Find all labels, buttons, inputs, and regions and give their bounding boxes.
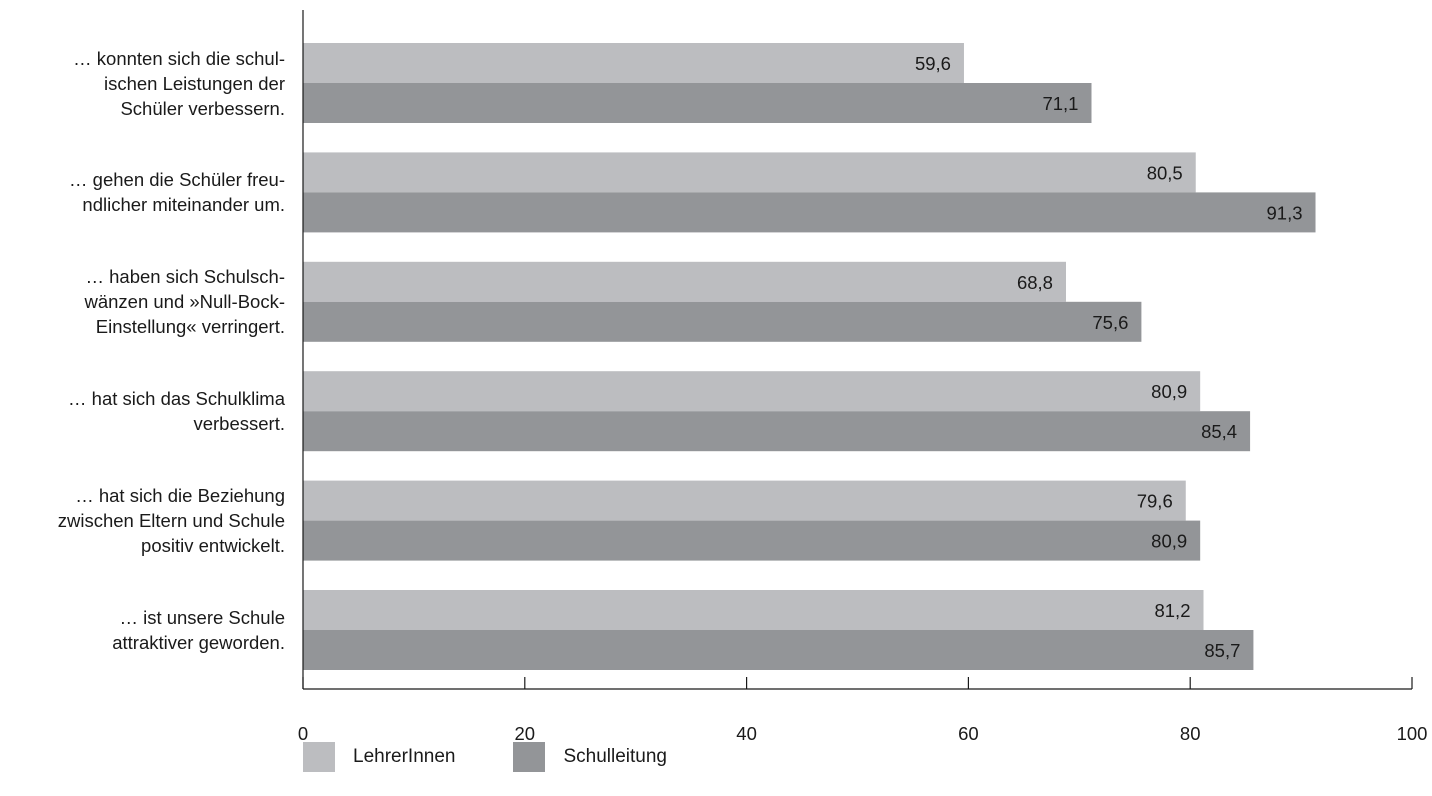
category-label-line: attraktiver geworden. <box>112 632 285 653</box>
value-label-lehrerinnen-1: 80,5 <box>1147 162 1183 183</box>
tick-labels-group: 0 20 40 60 80 100 <box>298 723 1428 744</box>
value-label-schulleitung-0: 71,1 <box>1042 93 1078 114</box>
bar-lehrerinnen-3 <box>303 371 1201 412</box>
category-label-1: … gehen die Schüler freu-ndlicher mitein… <box>0 167 285 217</box>
legend-item-schulleitung: Schulleitung <box>513 742 667 772</box>
bar-lehrerinnen-0 <box>303 43 964 83</box>
bar-schulleitung-0 <box>303 83 1092 123</box>
category-label-0: … konnten sich die schul-ischen Leistung… <box>0 46 285 121</box>
category-label-line: Schüler verbessern. <box>120 97 285 119</box>
bar-schulleitung-3 <box>303 411 1251 452</box>
bar-lehrerinnen-2 <box>303 261 1066 302</box>
category-label-line: ischen Leistungen der <box>103 72 285 94</box>
category-label-2: … haben sich Schulsch-wänzen und »Null-B… <box>0 264 285 339</box>
value-label-schulleitung-2: 75,6 <box>1092 312 1128 333</box>
x-tick-label-40: 40 <box>736 723 757 744</box>
legend-label-lehrerinnen: LehrerInnen <box>353 746 456 767</box>
category-label-line: … gehen die Schüler freu- <box>69 169 285 191</box>
legend-swatch-schulleitung <box>513 742 546 772</box>
legend-item-lehrerinnen: LehrerInnen <box>303 742 455 772</box>
legend-swatch-lehrerinnen <box>303 742 335 772</box>
category-label-line: … konnten sich die schul- <box>73 47 285 69</box>
category-label-line: ndlicher miteinander um. <box>82 194 285 216</box>
bar-lehrerinnen-1 <box>303 152 1196 193</box>
category-label-line: … hat sich das Schulklima <box>68 388 285 410</box>
category-label-3: … hat sich das Schulklima verbessert. <box>0 386 285 436</box>
legend: LehrerInnen Schulleitung <box>303 742 725 772</box>
value-label-lehrerinnen-3: 80,9 <box>1151 381 1187 402</box>
value-label-schulleitung-5: 85,7 <box>1204 640 1240 661</box>
category-label-line: … hat sich die Beziehung <box>75 485 285 507</box>
axes-group <box>302 10 1413 690</box>
value-label-lehrerinnen-4: 79,6 <box>1137 491 1173 512</box>
category-label-5: … ist unsere Schule attraktiver geworden. <box>0 605 285 655</box>
value-label-schulleitung-4: 80,9 <box>1151 531 1187 552</box>
value-label-lehrerinnen-2: 68,8 <box>1017 272 1053 293</box>
bar-lehrerinnen-5 <box>303 590 1204 630</box>
bars-group <box>303 43 1316 670</box>
x-tick-label-0: 0 <box>298 723 308 744</box>
value-label-lehrerinnen-5: 81,2 <box>1154 600 1190 621</box>
category-label-line: … ist unsere Schule <box>119 607 285 628</box>
x-tick-label-100: 100 <box>1397 723 1428 744</box>
value-labels-group: 59,6 71,1 80,5 91,3 68,8 75,6 80,9 85,4 79,6 80,9… <box>915 53 1303 661</box>
x-tick-label-80: 80 <box>1180 723 1201 744</box>
category-label-line: Einstellung« verringert. <box>95 316 285 338</box>
bar-schulleitung-2 <box>303 301 1142 342</box>
bar-lehrerinnen-4 <box>303 480 1186 521</box>
category-label-4: … hat sich die Beziehung zwischen Eltern … <box>0 483 285 558</box>
value-label-lehrerinnen-0: 59,6 <box>915 53 951 74</box>
value-label-schulleitung-1: 91,3 <box>1267 202 1303 223</box>
bar-schulleitung-4 <box>303 520 1201 561</box>
bar-schulleitung-1 <box>303 192 1316 233</box>
category-label-line: zwischen Eltern und Schule <box>57 510 285 532</box>
category-label-line: … haben sich Schulsch- <box>85 266 286 288</box>
x-tick-label-60: 60 <box>958 723 979 744</box>
category-label-line: wänzen und »Null-Bock- <box>84 291 285 313</box>
x-tick-label-20: 20 <box>515 723 536 744</box>
category-label-line: positiv entwickelt. <box>141 535 285 557</box>
bar-schulleitung-5 <box>303 630 1254 670</box>
category-label-line: verbessert. <box>193 413 285 435</box>
value-label-schulleitung-3: 85,4 <box>1201 421 1237 442</box>
legend-label-schulleitung: Schulleitung <box>563 746 667 767</box>
